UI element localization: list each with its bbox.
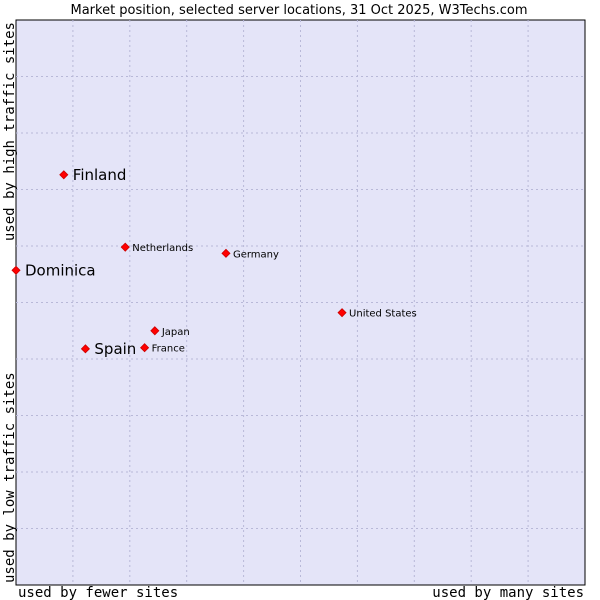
data-point-japan: Japan xyxy=(150,326,190,338)
point-label-germany: Germany xyxy=(233,249,279,260)
data-point-dominica: Dominica xyxy=(11,261,96,279)
point-marker-dominica xyxy=(11,265,21,275)
data-point-germany: Germany xyxy=(221,248,279,260)
x-axis-label-left: used by fewer sites xyxy=(18,585,178,600)
point-marker-spain xyxy=(80,344,90,354)
point-label-japan: Japan xyxy=(161,327,190,338)
point-label-finland: Finland xyxy=(73,166,127,184)
data-point-france: France xyxy=(140,343,185,355)
y-axis-label-top: used by high traffic sites xyxy=(2,22,18,241)
point-label-dominica: Dominica xyxy=(25,261,96,279)
grid-lines xyxy=(16,20,585,585)
point-marker-finland xyxy=(59,170,69,180)
data-point-finland: Finland xyxy=(59,166,127,184)
point-marker-united-states xyxy=(337,308,347,318)
point-marker-netherlands xyxy=(120,242,130,252)
point-marker-france xyxy=(140,343,150,353)
data-point-netherlands: Netherlands xyxy=(120,242,193,254)
point-label-united-states: United States xyxy=(349,309,417,320)
chart-title: Market position, selected server locatio… xyxy=(70,3,527,18)
point-marker-japan xyxy=(150,326,160,336)
data-point-spain: Spain xyxy=(80,340,136,358)
x-axis-label-right: used by many sites xyxy=(432,585,584,600)
point-label-netherlands: Netherlands xyxy=(132,243,193,254)
point-label-spain: Spain xyxy=(94,340,136,358)
y-axis-label-bottom: used by low traffic sites xyxy=(2,372,18,583)
point-marker-germany xyxy=(221,248,231,258)
data-points: Finland Dominica Spain Netherlands Germany Un… xyxy=(11,166,417,358)
point-label-france: France xyxy=(152,344,185,355)
data-point-united-states: United States xyxy=(337,308,417,320)
